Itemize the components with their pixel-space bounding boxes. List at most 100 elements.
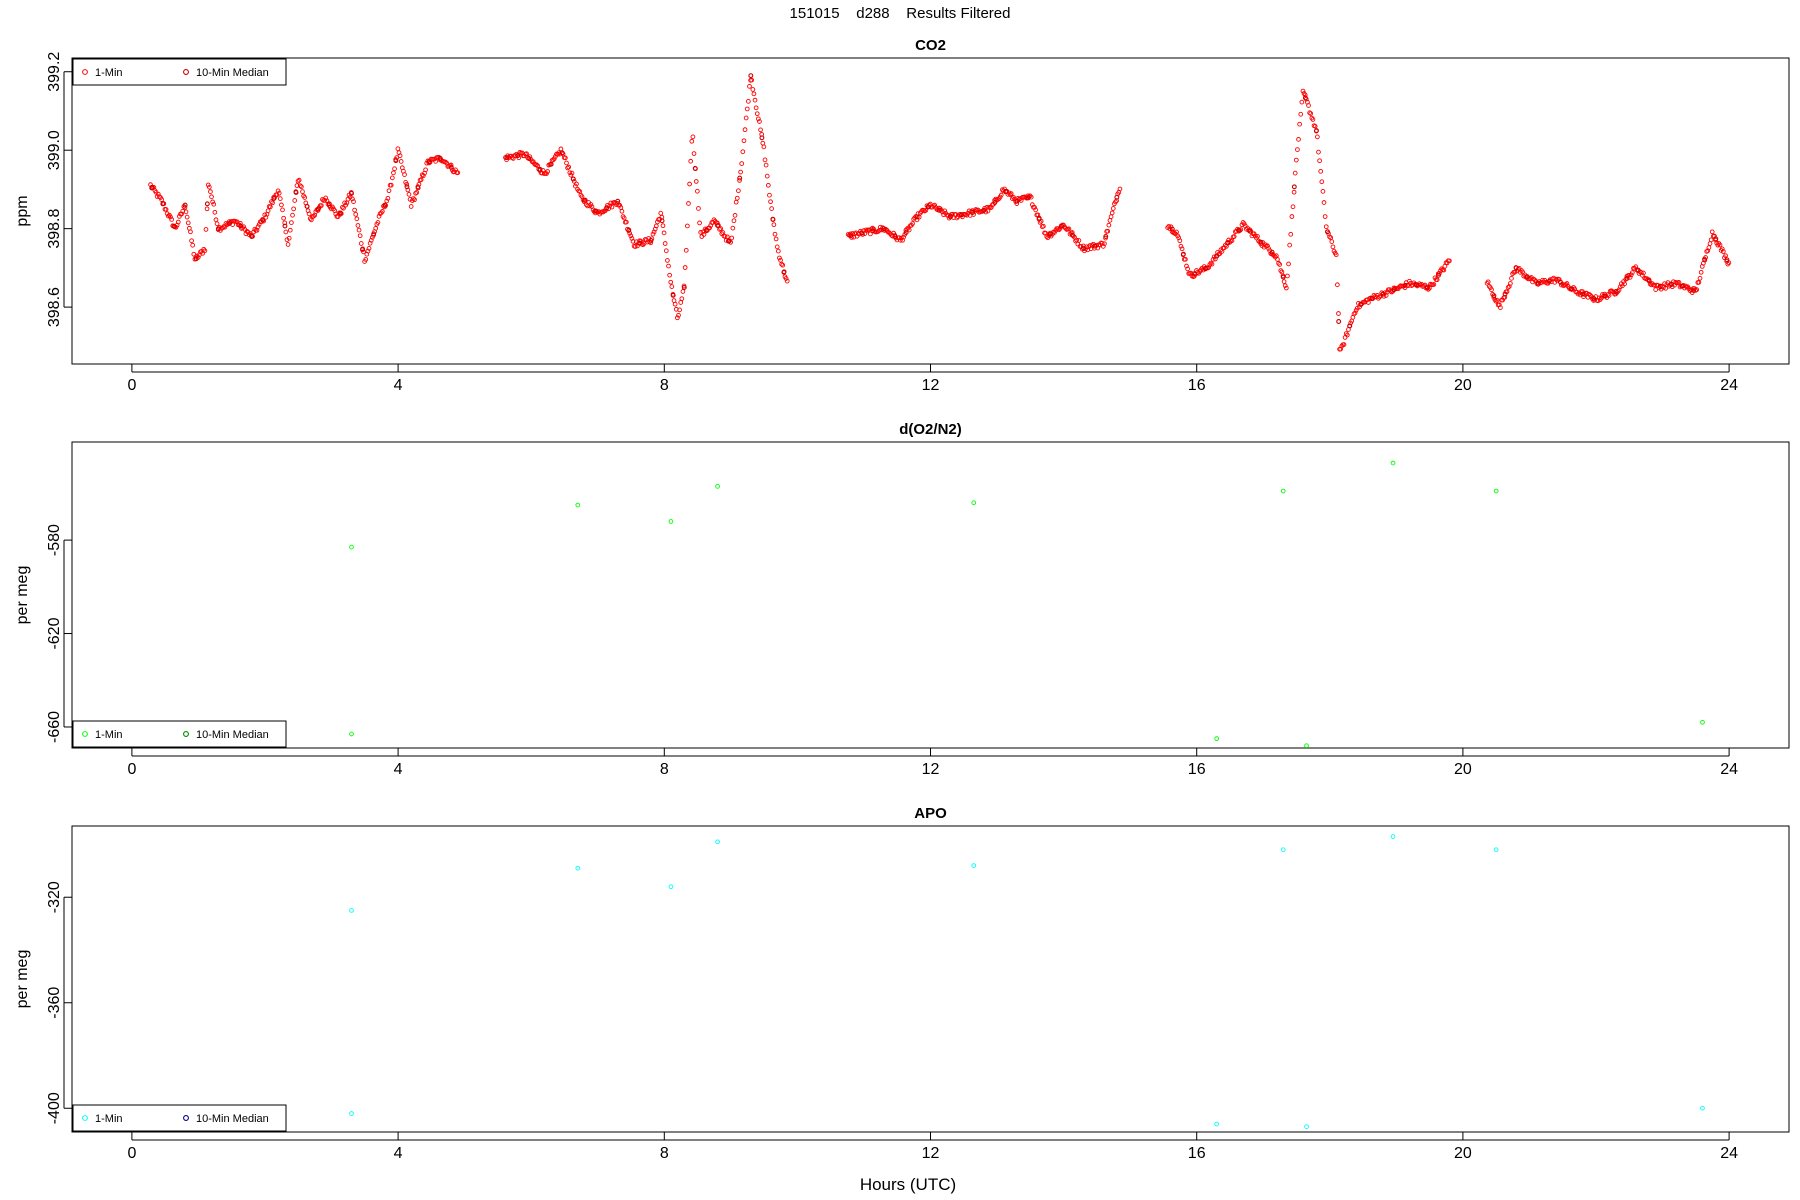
data-point-1min (295, 178, 301, 184)
data-point-1min (774, 244, 780, 250)
data-point-median (393, 158, 399, 164)
data-point-1min (1033, 207, 1038, 213)
data-point-1min (1709, 229, 1715, 235)
data-point-1min (349, 1111, 354, 1116)
y-tick-label: -580 (46, 524, 63, 556)
data-point-median (526, 156, 532, 161)
data-point-median (1258, 239, 1264, 245)
data-point-1min (208, 189, 213, 194)
data-point-1min (1698, 269, 1704, 275)
data-point-1min (163, 207, 169, 212)
data-point-1min (423, 167, 428, 173)
x-tick-label: 12 (922, 761, 940, 778)
x-tick-label: 20 (1454, 377, 1472, 394)
x-tick-label: 16 (1188, 1145, 1206, 1162)
data-point-median (1036, 215, 1042, 221)
data-point-median (615, 198, 621, 204)
legend-label-median: 10-Min Median (196, 729, 269, 741)
data-point-1min (1341, 342, 1347, 347)
data-point-1min (275, 188, 281, 194)
data-point-1min (737, 178, 742, 183)
data-point-1min (715, 839, 720, 845)
data-point-median (593, 208, 598, 214)
data-point-median (1724, 257, 1730, 263)
data-point-median (1668, 281, 1674, 287)
data-point-median (515, 152, 521, 158)
data-point-1min (1300, 88, 1306, 94)
data-point-median (293, 190, 299, 195)
data-point-1min (341, 205, 346, 211)
data-point-1min (743, 115, 749, 121)
data-point-1min (1676, 280, 1682, 285)
data-point-1min (550, 157, 556, 163)
data-point-1min (1185, 266, 1190, 272)
data-point-1min (697, 220, 702, 226)
data-point-median (1180, 251, 1186, 257)
data-point-1min (193, 254, 199, 260)
data-point-1min (733, 199, 739, 205)
data-point-1min (414, 190, 420, 195)
data-point-1min (695, 188, 700, 194)
data-point-1min (901, 234, 907, 240)
legend-box (72, 720, 287, 748)
data-point-1min (1290, 204, 1296, 210)
data-point-1min (1275, 257, 1280, 262)
data-point-1min (392, 166, 397, 172)
data-point-1min (1106, 222, 1112, 228)
data-point-median (1646, 278, 1652, 284)
data-point-median (936, 207, 942, 213)
data-point-1min (373, 226, 379, 231)
data-point-1min (1281, 279, 1287, 284)
figure-title: 151015 d288 Results Filtered (790, 5, 1011, 22)
data-point-1min (715, 484, 720, 489)
data-point-1min (775, 248, 781, 254)
data-point-1min (677, 307, 682, 313)
legend-label-1min: 1-Min (95, 67, 123, 79)
legend-marker-1min (82, 731, 88, 737)
data-point-median (171, 223, 177, 229)
data-point-1min (932, 202, 938, 208)
data-point-median (260, 217, 266, 223)
data-point-1min (1302, 92, 1308, 98)
data-point-1min (165, 213, 171, 219)
data-point-median (1203, 265, 1209, 271)
data-point-1min (1071, 233, 1076, 239)
data-point-1min (203, 227, 209, 232)
data-point-median (1291, 184, 1297, 190)
data-point-1min (175, 219, 181, 225)
data-point-1min (870, 225, 875, 231)
data-point-1min (1630, 270, 1635, 275)
data-point-median (1702, 257, 1708, 263)
data-point-1min (366, 246, 372, 251)
data-point-1min (157, 194, 162, 200)
legend-marker-median (183, 1115, 189, 1121)
data-point-1min (1697, 275, 1703, 281)
data-point-1min (269, 199, 274, 204)
data-point-1min (682, 265, 688, 270)
data-point-1min (666, 263, 671, 269)
data-point-median (1192, 271, 1197, 277)
data-point-median (149, 184, 155, 190)
data-point-1min (256, 222, 262, 227)
data-point-1min (1286, 261, 1291, 267)
data-point-1min (680, 289, 686, 294)
data-point-1min (942, 208, 948, 214)
legend: 1-Min 10-Min Median (72, 1104, 287, 1132)
data-point-1min (988, 205, 994, 210)
data-point-1min (1520, 269, 1525, 275)
data-point-median (1558, 279, 1563, 285)
data-point-median (448, 165, 454, 170)
data-point-1min (628, 233, 634, 239)
plot-frame (71, 825, 1790, 1133)
chart-panel: CO2 ppm 0 4 8 12 16 20 24 398.6 398.8 399.0 399.2 1-M… (14, 37, 1790, 394)
data-point-median (371, 231, 377, 237)
data-point-1min (340, 204, 345, 210)
data-point-1min (296, 177, 302, 183)
data-point-1min (575, 865, 581, 871)
data-point-1min (1489, 287, 1494, 293)
data-point-1min (1076, 238, 1082, 243)
data-point-1min (534, 162, 539, 168)
data-point-1min (864, 228, 870, 234)
data-point-median (1325, 229, 1331, 235)
data-point-1min (772, 231, 778, 237)
